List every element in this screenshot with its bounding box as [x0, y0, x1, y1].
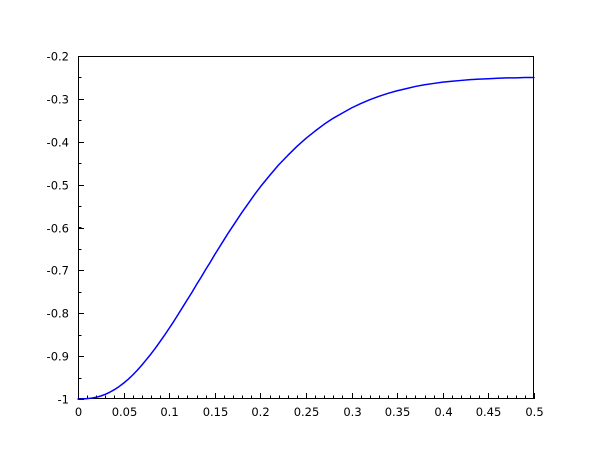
y-tick-label: -0.4 [47, 136, 69, 150]
y-tick-label: -0.5 [47, 179, 69, 193]
tick-labels: 0 0.05 0.1 0.15 0.2 0.25 0.3 0.35 0.4 0.45 0.5 -1 -0… [47, 50, 544, 420]
plot-frame [77, 55, 535, 400]
x-tick-label: 0.15 [203, 405, 229, 419]
x-tick-label: 0.35 [385, 405, 411, 419]
y-tick-label: -0.2 [47, 50, 69, 64]
y-tick-label: -0.9 [47, 350, 69, 364]
y-tick-label: -0.6 [47, 222, 69, 236]
y-tick-label: -0.3 [47, 93, 69, 107]
major-ticks [77, 55, 536, 401]
x-tick-label: 0.5 [525, 405, 543, 419]
x-tick-label: 0.4 [434, 405, 452, 419]
x-tick-label: 0 [75, 405, 82, 419]
minor-ticks [78, 56, 535, 400]
axes-box [77, 55, 535, 400]
y-tick-label: -0.7 [47, 264, 69, 278]
series-line-curve [77, 76, 535, 400]
data-series [77, 76, 535, 400]
x-tick-label: 0.25 [294, 405, 320, 419]
x-tick-label: 0.05 [112, 405, 138, 419]
x-tick-label: 0.45 [476, 405, 502, 419]
x-tick-label: 0.1 [160, 405, 178, 419]
y-tick-label: -0.8 [47, 307, 69, 321]
y-tick-label: -1 [58, 393, 69, 407]
x-tick-label: 0.3 [343, 405, 361, 419]
x-tick-label: 0.2 [251, 405, 269, 419]
